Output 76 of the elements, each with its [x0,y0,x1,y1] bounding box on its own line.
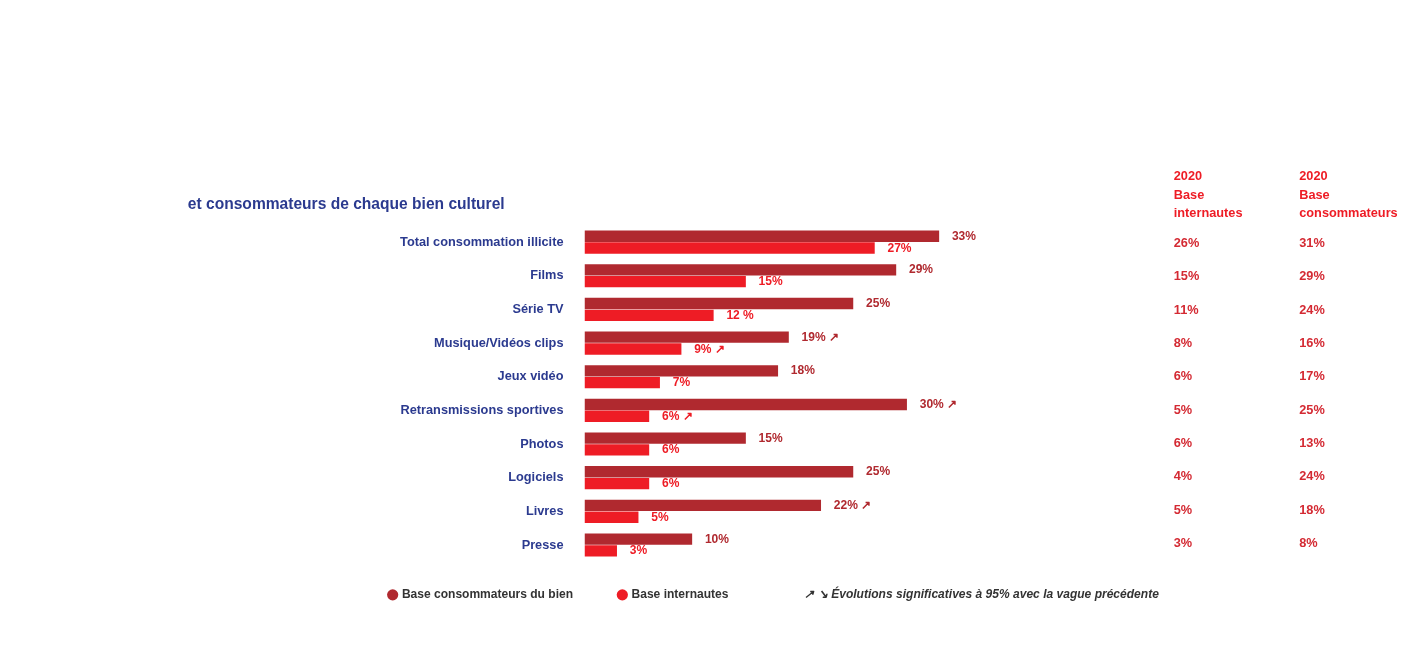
data-label: 6% [661,476,680,491]
legend-label: Base internautes [631,587,729,602]
bar [584,343,682,355]
y-tick-label: Musique/Vidéos clips [434,334,564,350]
text: 17% [1299,368,1325,384]
text: 6% [1173,435,1193,451]
bar [584,511,639,523]
bar [584,297,854,310]
data-label: 29% [908,262,934,277]
text: 15% [1173,268,1200,284]
y-tick-label: Photos [520,435,564,451]
bar [584,533,693,545]
data-label: 10% [704,531,730,546]
text: 29% [1299,268,1325,284]
bar [584,242,875,254]
text: 24% [1299,301,1325,317]
text: 5% [1173,501,1193,517]
data-label: 25% [866,296,891,311]
text: 3% [1173,535,1193,550]
data-label: 33% [951,228,977,243]
bar [584,309,714,321]
data-label: 12 % [726,307,755,322]
bar [584,331,789,343]
y-tick-label: Logiciels [508,469,564,485]
data-label: 19% ↗ [801,329,839,344]
text: 25% [1299,401,1325,417]
text: 24% [1299,468,1325,484]
text: 18% [1299,501,1325,517]
data-label: 7% [672,375,691,390]
text: 13% [1299,435,1325,451]
text: 8% [1173,335,1193,351]
y-tick-label: Livres [525,502,564,518]
data-label: 15% [758,430,783,445]
y-tick-label: Films [530,267,564,283]
text: 16% [1299,335,1325,351]
data-label: 22% ↗ [833,497,872,512]
bar [584,275,746,288]
text: et consommateurs de chaque bien culturel [187,195,505,213]
data-label: 6% [661,442,680,457]
y-tick-label: Retransmissions sportives [400,401,564,417]
data-label: 3% [629,543,648,558]
bar [584,545,617,557]
text: 4% [1173,468,1193,484]
bar [584,432,746,444]
bar [584,444,650,456]
text: 31% [1299,235,1325,251]
text: ↗ ↘ Évolutions significatives à 95% avec la vague précédente [804,585,1160,601]
bar [584,466,854,478]
data-label: 9% ↗ [694,341,725,356]
data-label: 27% [887,240,912,255]
y-tick-label: Série TV [512,300,564,316]
text: 6% [1173,368,1193,384]
bar [584,376,660,389]
legend-label: Base consommateurs du bien [401,587,574,602]
y-tick-label: Jeux vidéo [497,368,564,384]
data-label: 18% [790,363,816,378]
text: 5% [1173,401,1193,417]
text: 26% [1173,235,1200,251]
bar [584,398,907,411]
bar [584,477,650,490]
bar [584,264,897,276]
bar [584,410,650,422]
text: 11% [1173,301,1199,317]
data-label: 15% [758,274,783,289]
y-tick-label: Total consommation illicite [400,233,564,249]
data-label: 30% ↗ [919,397,958,412]
data-label: 5% [651,509,669,524]
text: 2020 Base consommateurs [1299,168,1398,221]
text: 2020 Base internautes [1173,168,1243,221]
bar [584,499,822,512]
data-label: 25% [866,464,891,479]
data-label: 6% ↗ [661,408,693,423]
y-tick-label: Presse [521,536,564,552]
bar [584,230,940,242]
bar [584,365,779,377]
text: 8% [1299,535,1318,550]
